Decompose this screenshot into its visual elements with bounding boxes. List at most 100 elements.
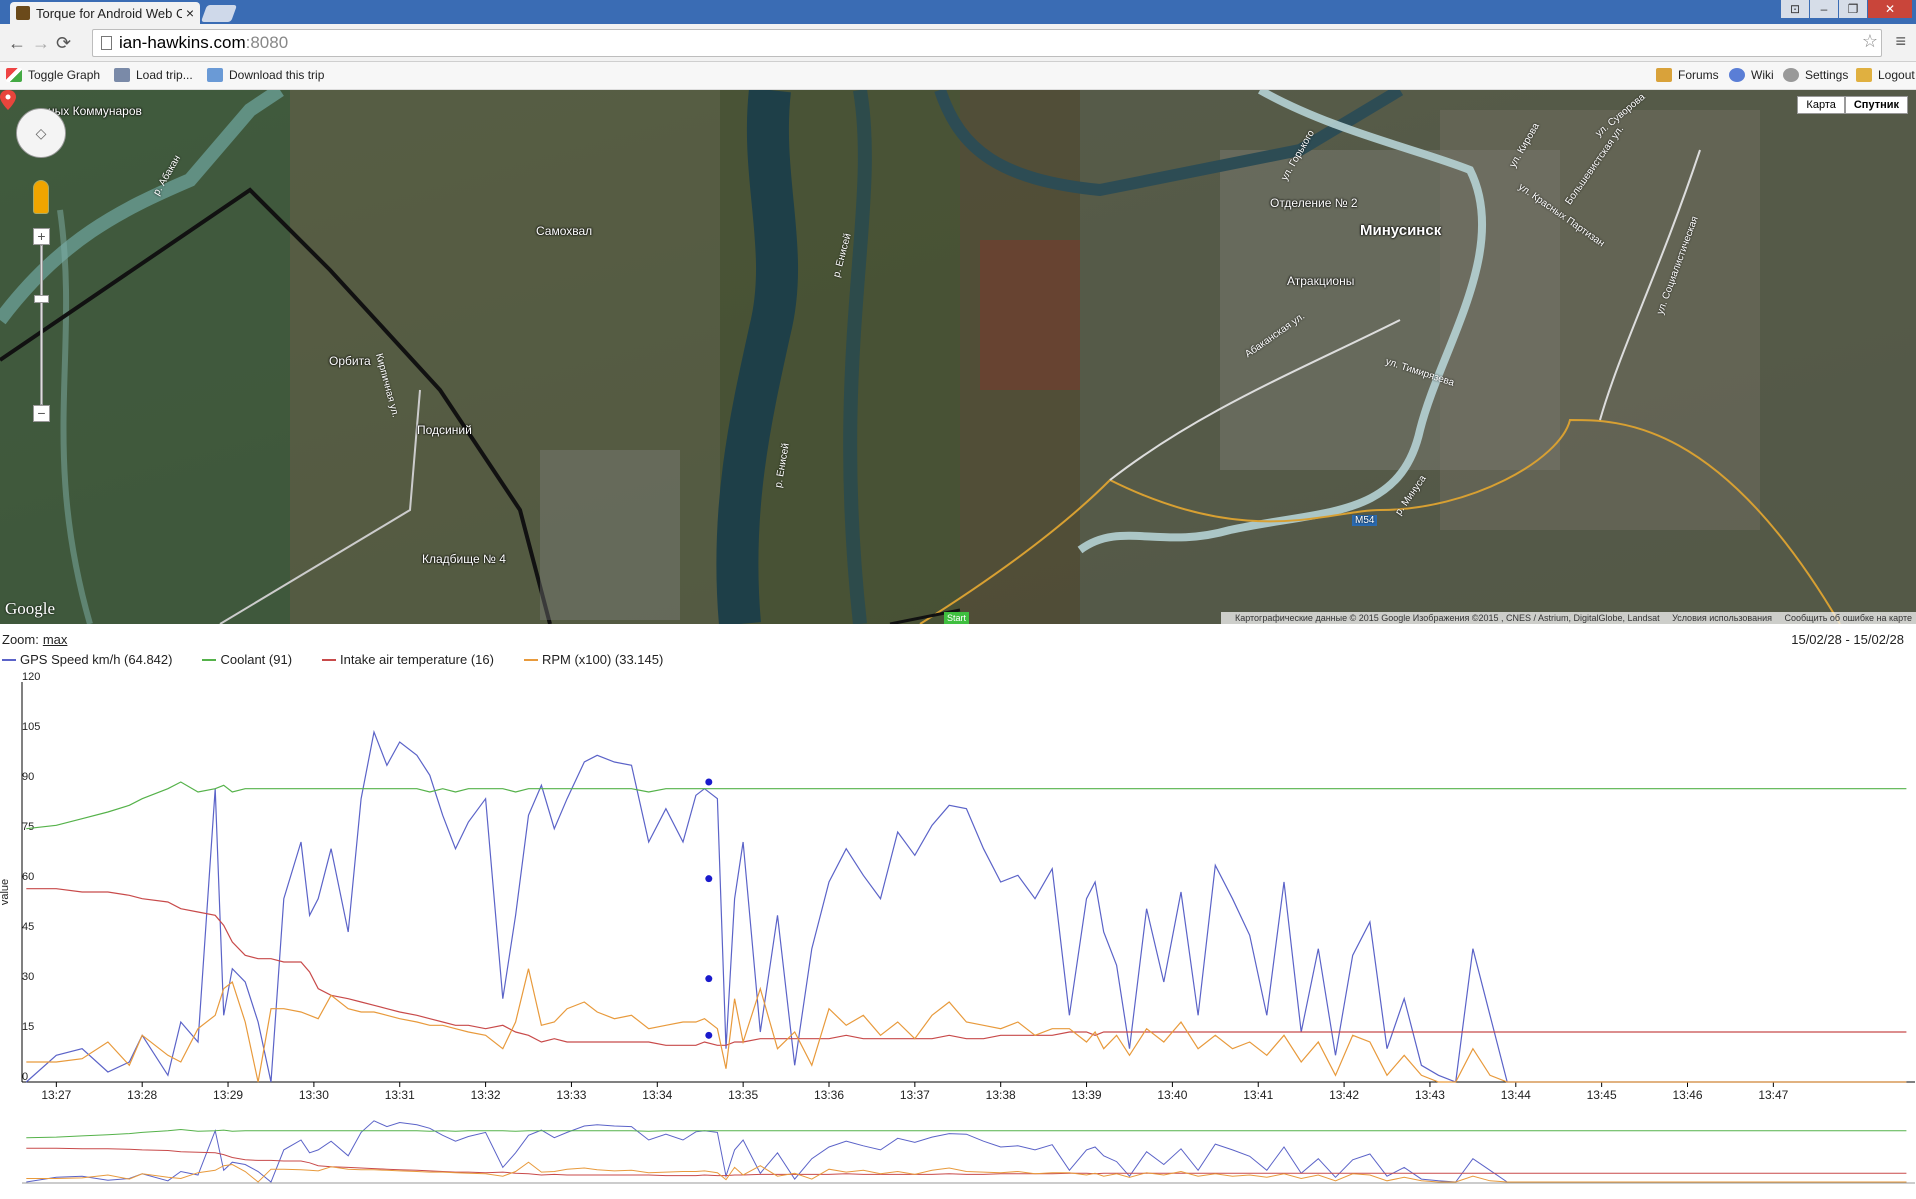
y-tick-label: 15 bbox=[22, 1021, 34, 1033]
page-icon bbox=[101, 36, 112, 50]
report-error-link[interactable]: Сообщить об ошибке на карте bbox=[1784, 613, 1912, 623]
back-arrow-icon[interactable]: ← bbox=[8, 33, 26, 53]
x-tick-label: 13:28 bbox=[127, 1088, 157, 1102]
x-tick-label: 13:35 bbox=[728, 1088, 758, 1102]
satellite-imagery bbox=[0, 90, 1916, 624]
pan-control-icon[interactable]: ◇ bbox=[16, 108, 66, 158]
graph-icon bbox=[6, 68, 22, 82]
zoom-label: Zoom: bbox=[2, 632, 39, 647]
window-user-button[interactable]: ⊡ bbox=[1781, 0, 1809, 18]
location-marker-icon[interactable] bbox=[0, 90, 16, 110]
logout-button[interactable]: Logout bbox=[1856, 68, 1915, 82]
toggle-graph-button[interactable]: Toggle Graph bbox=[6, 68, 100, 82]
bookmark-star-icon[interactable]: ☆ bbox=[1861, 31, 1878, 51]
load-trip-label: Load trip... bbox=[136, 68, 193, 82]
x-tick-label: 13:33 bbox=[556, 1088, 586, 1102]
tab-title: Torque for Android Web C bbox=[36, 5, 182, 21]
x-tick-label: 13:41 bbox=[1243, 1088, 1273, 1102]
legend-swatch-intake-air bbox=[322, 658, 337, 661]
series-line-1[interactable] bbox=[26, 781, 1907, 830]
map-label-samokhval: Самохвал bbox=[536, 224, 593, 238]
toggle-graph-label: Toggle Graph bbox=[28, 68, 101, 82]
help-icon bbox=[1729, 68, 1745, 82]
map-type-switch: Карта Спутник bbox=[1797, 96, 1908, 114]
hover-point[interactable] bbox=[705, 778, 713, 786]
map-label-attraktsiony: Атракционы bbox=[1287, 274, 1355, 288]
legend-item-intake-air[interactable]: Intake air temperature (16) bbox=[322, 652, 494, 667]
legend-swatch-rpm bbox=[523, 658, 538, 661]
y-tick-label: 30 bbox=[22, 971, 34, 983]
zoom-in-button[interactable]: + bbox=[33, 228, 50, 245]
satellite-map[interactable]: ных Коммунаров Самохвал Орбита Подсиний … bbox=[0, 90, 1916, 624]
legend-swatch-gps-speed bbox=[2, 658, 16, 661]
map-label-minusinsk: Минусинск bbox=[1360, 222, 1442, 239]
street-view-pegman-icon[interactable] bbox=[33, 180, 49, 214]
y-tick-label: 90 bbox=[22, 771, 34, 783]
date-range: 15/02/28 - 15/02/28 bbox=[1791, 632, 1904, 647]
hover-point[interactable] bbox=[705, 875, 713, 883]
x-tick-label: 13:42 bbox=[1329, 1088, 1359, 1102]
new-tab-button[interactable] bbox=[200, 5, 238, 22]
x-tick-label: 13:39 bbox=[1072, 1088, 1102, 1102]
x-tick-label: 13:44 bbox=[1501, 1088, 1531, 1102]
y-tick-label: 75 bbox=[22, 821, 34, 833]
wiki-label: Wiki bbox=[1751, 68, 1774, 82]
map-type-map-button[interactable]: Карта bbox=[1797, 96, 1845, 114]
x-tick-label: 13:29 bbox=[213, 1088, 243, 1102]
wiki-button[interactable]: Wiki bbox=[1729, 68, 1774, 82]
download-trip-button[interactable]: Download this trip bbox=[207, 68, 324, 82]
map-attribution: Картографические данные © 2015 Google Из… bbox=[1220, 612, 1916, 624]
load-trip-button[interactable]: Load trip... bbox=[114, 68, 193, 82]
hover-point[interactable] bbox=[705, 1031, 713, 1039]
zoom-max-link[interactable]: max bbox=[42, 632, 68, 647]
series-line-3[interactable] bbox=[26, 968, 1907, 1083]
y-tick-label: 45 bbox=[22, 921, 34, 933]
browser-tab-bar: Torque for Android Web C × ⊡ – ❐ ✕ bbox=[0, 0, 1916, 24]
x-tick-label: 13:30 bbox=[299, 1088, 329, 1102]
x-tick-label: 13:32 bbox=[471, 1088, 501, 1102]
address-bar[interactable]: ian-hawkins.com:8080 bbox=[92, 29, 1882, 57]
browser-menu-icon[interactable]: ≡ bbox=[1895, 31, 1906, 51]
map-label-podsiniy: Подсиний bbox=[417, 423, 472, 437]
torque-favicon-icon bbox=[16, 6, 30, 20]
legend-item-coolant[interactable]: Coolant (91) bbox=[202, 652, 292, 667]
map-type-satellite-button[interactable]: Спутник bbox=[1844, 96, 1908, 114]
logout-label: Logout bbox=[1878, 68, 1915, 82]
map-label-kladbishche: Кладбище № 4 bbox=[422, 552, 506, 566]
zoom-indicator: Zoom: max bbox=[2, 632, 67, 647]
legend-label-rpm: RPM (x100) (33.145) bbox=[541, 652, 664, 667]
google-logo[interactable]: Google bbox=[5, 599, 56, 618]
reload-icon[interactable]: ⟳ bbox=[56, 33, 72, 53]
series-line-0[interactable] bbox=[25, 729, 1907, 1083]
legend-label-intake-air: Intake air temperature (16) bbox=[340, 652, 494, 667]
map-label-orbita: Орбита bbox=[329, 354, 371, 368]
forums-button[interactable]: Forums bbox=[1656, 68, 1719, 82]
x-tick-label: 13:43 bbox=[1415, 1088, 1445, 1102]
line-chart[interactable]: 0 15 30 45 60 75 90 105 120 13:27 13:28 13:29 13:30 1… bbox=[0, 672, 1916, 1199]
zoom-out-button[interactable]: − bbox=[33, 405, 50, 422]
settings-button[interactable]: Settings bbox=[1783, 68, 1848, 82]
chart-legend: GPS Speed km/h (64.842) Coolant (91) Int… bbox=[2, 652, 693, 667]
overview-line-1 bbox=[26, 1128, 1907, 1139]
forward-arrow-icon[interactable]: → bbox=[32, 33, 50, 53]
window-close-button[interactable]: ✕ bbox=[1868, 0, 1912, 18]
zoom-slider-track[interactable] bbox=[40, 245, 43, 405]
forums-label: Forums bbox=[1678, 68, 1719, 82]
x-tick-label: 13:34 bbox=[642, 1088, 672, 1102]
zoom-slider-handle[interactable] bbox=[34, 295, 49, 303]
browser-tab[interactable]: Torque for Android Web C × bbox=[10, 2, 200, 24]
lock-icon bbox=[1856, 68, 1872, 82]
x-tick-label: 13:40 bbox=[1157, 1088, 1187, 1102]
start-marker-badge[interactable]: Start bbox=[944, 612, 970, 624]
legend-item-rpm[interactable]: RPM (x100) (33.145) bbox=[523, 652, 664, 667]
window-restore-button[interactable]: ❐ bbox=[1839, 0, 1867, 18]
truck-icon bbox=[114, 68, 130, 82]
tab-close-icon[interactable]: × bbox=[185, 5, 194, 21]
window-minimize-button[interactable]: – bbox=[1810, 0, 1838, 18]
terms-link[interactable]: Условия использования bbox=[1672, 613, 1772, 623]
x-tick-label: 13:37 bbox=[900, 1088, 930, 1102]
legend-item-gps-speed[interactable]: GPS Speed km/h (64.842) bbox=[2, 652, 172, 667]
settings-label: Settings bbox=[1805, 68, 1849, 82]
y-tick-label: 105 bbox=[22, 721, 40, 733]
hover-point[interactable] bbox=[705, 975, 713, 983]
